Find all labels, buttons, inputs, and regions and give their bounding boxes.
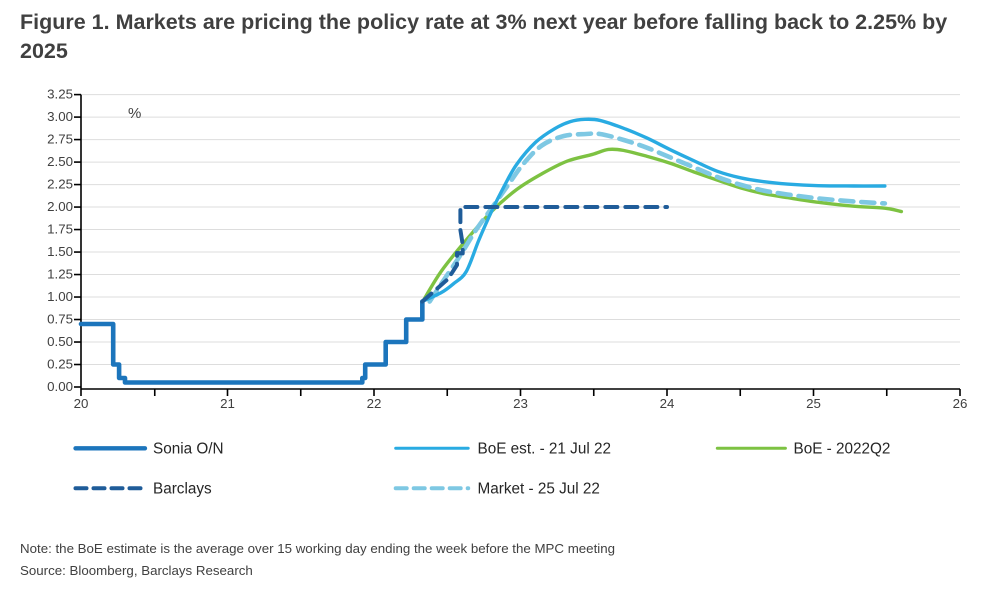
svg-text:Barclays: Barclays bbox=[153, 481, 212, 498]
svg-text:23: 23 bbox=[513, 396, 528, 411]
svg-text:0.50: 0.50 bbox=[47, 334, 73, 349]
svg-text:3.00: 3.00 bbox=[47, 109, 73, 124]
svg-text:2.75: 2.75 bbox=[47, 132, 73, 147]
svg-text:3.25: 3.25 bbox=[47, 87, 73, 102]
svg-text:BoE est. - 21 Jul 22: BoE est. - 21 Jul 22 bbox=[478, 441, 612, 458]
svg-text:24: 24 bbox=[660, 396, 675, 411]
svg-text:22: 22 bbox=[367, 396, 382, 411]
svg-text:1.75: 1.75 bbox=[47, 222, 73, 237]
svg-text:2.00: 2.00 bbox=[47, 199, 73, 214]
svg-text:1.25: 1.25 bbox=[47, 267, 73, 282]
svg-text:2.50: 2.50 bbox=[47, 154, 73, 169]
svg-text:25: 25 bbox=[806, 396, 821, 411]
svg-text:BoE - 2022Q2: BoE - 2022Q2 bbox=[794, 441, 891, 458]
svg-text:26: 26 bbox=[953, 396, 968, 411]
svg-text:2.25: 2.25 bbox=[47, 177, 73, 192]
svg-text:0.75: 0.75 bbox=[47, 312, 73, 327]
svg-text:1.50: 1.50 bbox=[47, 244, 73, 259]
svg-text:%: % bbox=[128, 105, 141, 122]
svg-text:Market - 25 Jul 22: Market - 25 Jul 22 bbox=[478, 481, 600, 498]
svg-text:20: 20 bbox=[74, 396, 89, 411]
svg-text:0.00: 0.00 bbox=[47, 379, 73, 394]
svg-text:Sonia O/N: Sonia O/N bbox=[153, 441, 224, 458]
svg-text:0.25: 0.25 bbox=[47, 357, 73, 372]
svg-text:21: 21 bbox=[220, 396, 235, 411]
svg-text:1.00: 1.00 bbox=[47, 289, 73, 304]
